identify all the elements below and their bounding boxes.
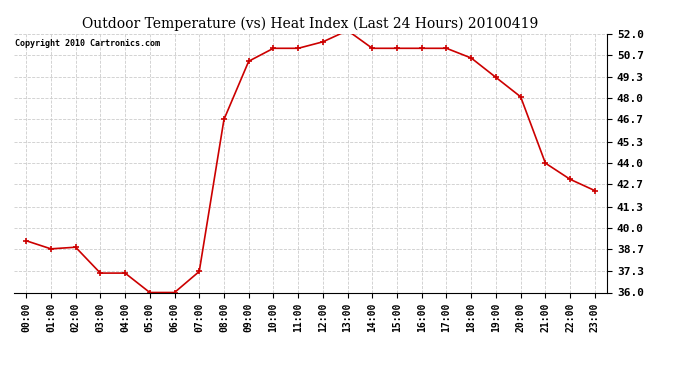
- Text: Copyright 2010 Cartronics.com: Copyright 2010 Cartronics.com: [15, 39, 160, 48]
- Title: Outdoor Temperature (vs) Heat Index (Last 24 Hours) 20100419: Outdoor Temperature (vs) Heat Index (Las…: [82, 17, 539, 31]
